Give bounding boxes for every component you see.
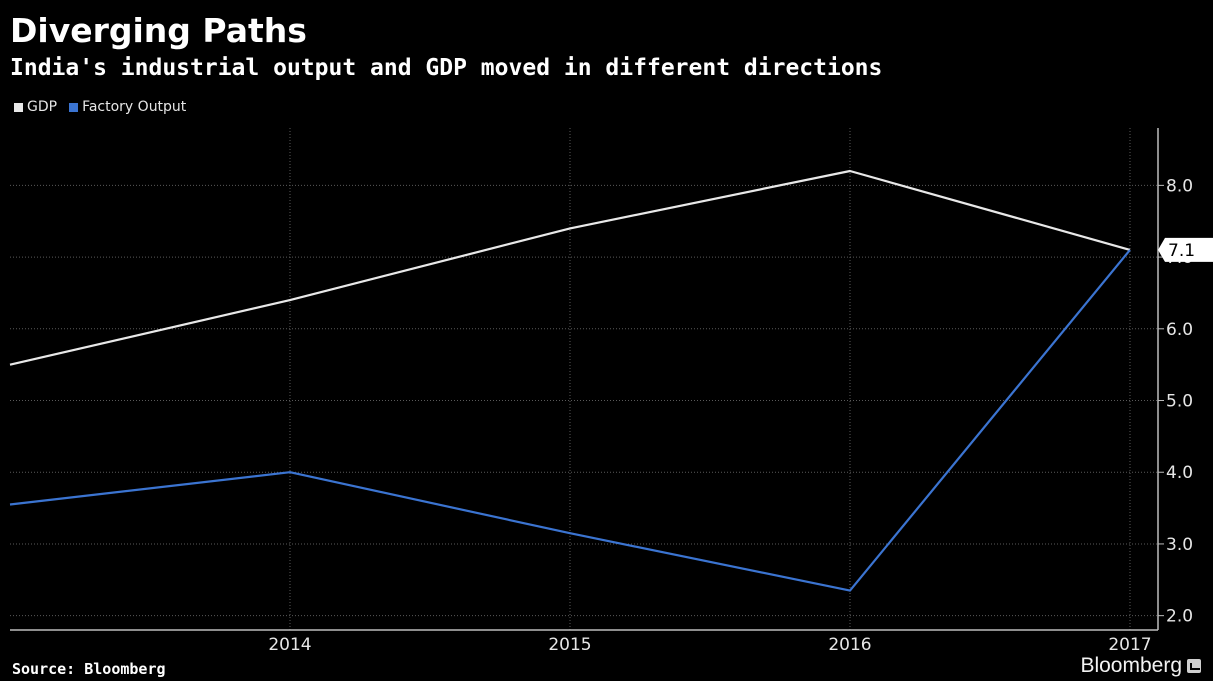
legend-label-gdp: GDP [27, 99, 58, 115]
chart-subtitle: India's industrial output and GDP moved … [10, 55, 883, 81]
y-tick-label: 6.0 [1166, 320, 1193, 340]
brand-logo: Bloomberg [1080, 654, 1201, 678]
series-line-factory-output [9, 249, 1131, 592]
legend-swatch-factory-output [69, 102, 79, 112]
legend: GDP Factory Output [14, 99, 186, 115]
x-tick-label: 2014 [268, 635, 311, 655]
y-tick-label: 4.0 [1166, 463, 1193, 483]
brand-name: Bloomberg [1080, 654, 1182, 677]
legend-item-factory-output: Factory Output [69, 99, 186, 115]
last-value-label: 7.1 [1168, 241, 1195, 261]
legend-swatch-gdp [14, 102, 23, 112]
x-tick-label: 2017 [1108, 635, 1151, 655]
x-tick-label: 2015 [548, 635, 591, 655]
last-value-box [1158, 237, 1213, 262]
x-tick-label: 2016 [828, 635, 871, 655]
legend-item-gdp: GDP [14, 99, 57, 115]
source-note: Source: Bloomberg [12, 660, 166, 678]
series-line-gdp [9, 169, 1131, 366]
y-tick-label: 2.0 [1166, 607, 1193, 627]
chart-icon [1187, 659, 1201, 673]
legend-label-factory-output: Factory Output [82, 99, 187, 115]
y-tick-label: 5.0 [1166, 392, 1193, 412]
chart-title: Diverging Paths [10, 11, 307, 50]
y-tick-label: 8.0 [1166, 176, 1193, 196]
y-tick-label: 3.0 [1166, 535, 1193, 555]
